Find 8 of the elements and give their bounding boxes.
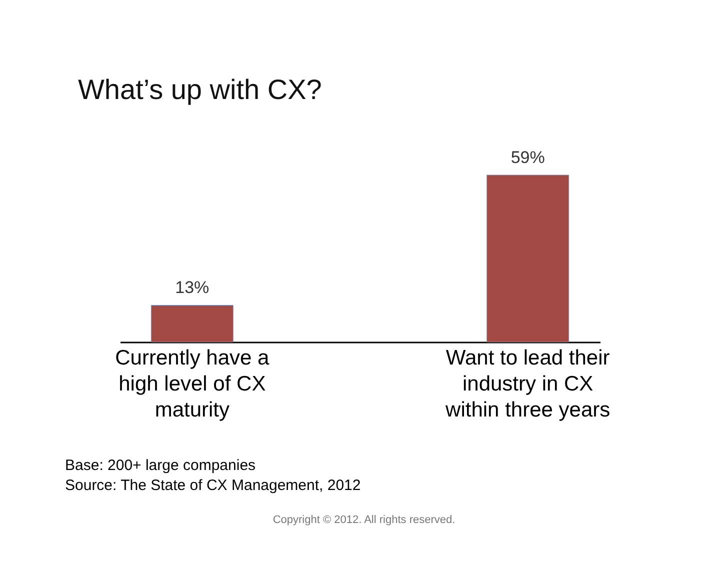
text: Base: 200+ large companies [65, 457, 256, 474]
data-label: 13% [175, 278, 210, 298]
source-note: Source: The State of CX Management, 2012 [65, 477, 361, 494]
chart-title: What’s up with CX? [78, 74, 322, 105]
x-tick-label: Want to lead their industry in CX within three years [444, 346, 610, 422]
x-tick-label: Currently have a high level of CX maturity [115, 346, 270, 422]
data-label: 59% [510, 148, 545, 167]
text: Copyright © 2012. All rights reserved. [272, 514, 456, 526]
